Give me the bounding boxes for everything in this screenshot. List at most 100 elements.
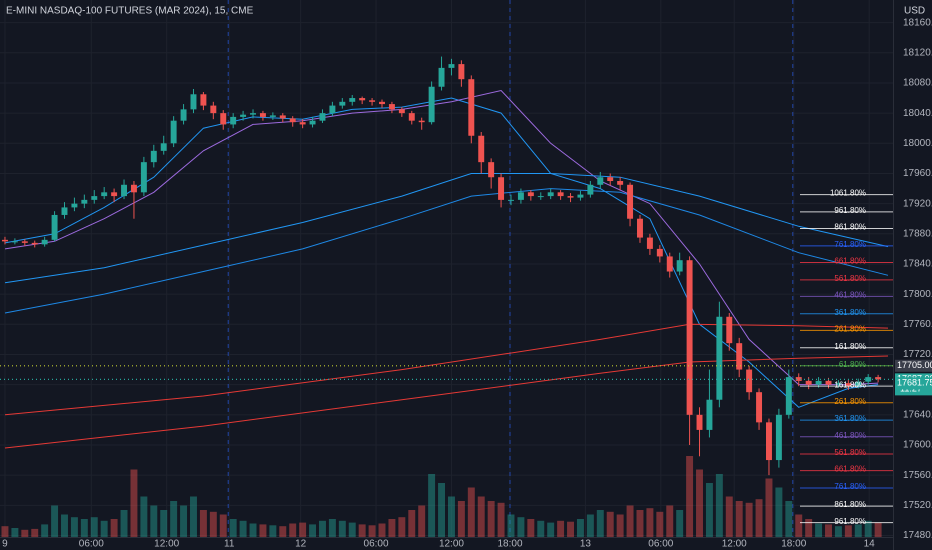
volume-bar <box>358 524 366 537</box>
candle-body <box>379 101 385 105</box>
volume-bar <box>408 510 416 537</box>
volume-bar <box>309 524 317 537</box>
candle-body <box>706 399 713 430</box>
x-tick-label: 12:00 <box>722 539 747 550</box>
volume-bar <box>735 501 743 537</box>
volume-bar <box>646 508 654 537</box>
volume-bar <box>457 501 465 537</box>
fib-label: 661.80% <box>834 257 866 266</box>
volume-bar <box>398 517 406 537</box>
candle-body <box>567 196 574 198</box>
candle-body <box>408 113 415 121</box>
fib-label: 261.80% <box>834 324 866 333</box>
volume-bar <box>199 510 207 537</box>
candle-body <box>91 196 98 200</box>
candle-body <box>51 214 58 240</box>
fib-label: 561.80% <box>834 274 866 283</box>
y-tick-label: 17760.00 <box>903 319 932 330</box>
x-tick-label: 12:00 <box>439 539 464 550</box>
candle-body <box>478 135 485 163</box>
volume-bar <box>696 469 703 537</box>
volume-bar <box>41 524 49 537</box>
y-tick-label: 18040.00 <box>903 108 932 119</box>
volume-bar <box>497 502 505 537</box>
volume-bar <box>715 474 723 537</box>
candle-body <box>349 98 356 102</box>
candle-body <box>269 115 276 117</box>
volume-bar <box>249 523 257 537</box>
fib-label: 761.80% <box>834 240 866 249</box>
y-tick-label: 17560.00 <box>903 470 932 481</box>
volume-bar <box>51 505 59 537</box>
volume-bar <box>547 522 555 537</box>
y-tick-label: 18080.00 <box>903 78 932 89</box>
volume-bar <box>447 496 455 537</box>
volume-bar <box>328 519 336 537</box>
candle-body <box>795 377 802 381</box>
y-tick-label: 17960.00 <box>903 168 932 179</box>
candle-body <box>240 114 247 117</box>
candle-body <box>845 383 852 387</box>
candle-body <box>825 380 832 385</box>
volume-bar <box>150 505 158 537</box>
volume-bar <box>626 505 634 537</box>
candle-body <box>716 316 723 400</box>
volume-bar <box>586 514 594 537</box>
candle-body <box>577 194 584 198</box>
price-label-box <box>895 359 932 372</box>
volume-bar <box>418 505 426 537</box>
candle-body <box>359 98 366 101</box>
volume-bar <box>666 505 674 537</box>
volume-bar <box>160 510 168 537</box>
price-label: 17705.00 <box>897 360 932 370</box>
volume-bar <box>368 525 376 537</box>
volume-bar <box>517 517 525 537</box>
moving-average <box>4 188 889 314</box>
candle-body <box>1 239 8 242</box>
volume-bar <box>31 528 39 537</box>
candle-body <box>637 218 643 238</box>
volume-bar <box>844 525 852 537</box>
volume-bar <box>269 525 277 537</box>
volume-bar <box>299 522 307 537</box>
volume-bar <box>279 526 287 537</box>
candle-body <box>220 113 227 125</box>
volume-bar <box>507 514 515 537</box>
x-tick-label: 12 <box>295 539 307 550</box>
fib-label: 561.80% <box>834 448 866 457</box>
candle-body <box>597 177 604 185</box>
volume-bar <box>686 456 694 537</box>
volume-bar <box>21 529 29 537</box>
candle-body <box>835 383 842 385</box>
candle-body <box>468 79 475 136</box>
candle-body <box>31 242 38 245</box>
candle-body <box>250 113 256 115</box>
candle-body <box>190 94 197 110</box>
candle-body <box>617 181 624 185</box>
volume-bar <box>576 519 584 537</box>
fib-label: 861.80% <box>834 500 866 509</box>
volume-bar <box>755 499 763 537</box>
volume-bar <box>219 514 227 537</box>
candle-body <box>388 104 395 110</box>
candle-body <box>140 162 147 193</box>
volume-bar <box>676 510 684 537</box>
volume-bar <box>745 502 753 537</box>
volume-bar <box>795 514 803 537</box>
volume-bar <box>259 524 267 537</box>
candle-body <box>805 380 812 385</box>
price-label: 17681.75 <box>897 378 932 388</box>
volume-bar <box>438 483 446 537</box>
candle-body <box>696 414 703 430</box>
volume-bar <box>348 522 356 537</box>
fib-label: 461.80% <box>834 431 866 440</box>
candle-body <box>170 120 177 144</box>
candle-body <box>369 100 376 102</box>
volume-bar <box>1 526 9 537</box>
moving-average <box>4 173 889 284</box>
candle-body <box>121 184 128 197</box>
volume-bar <box>805 519 813 537</box>
volume-bar <box>120 510 128 537</box>
